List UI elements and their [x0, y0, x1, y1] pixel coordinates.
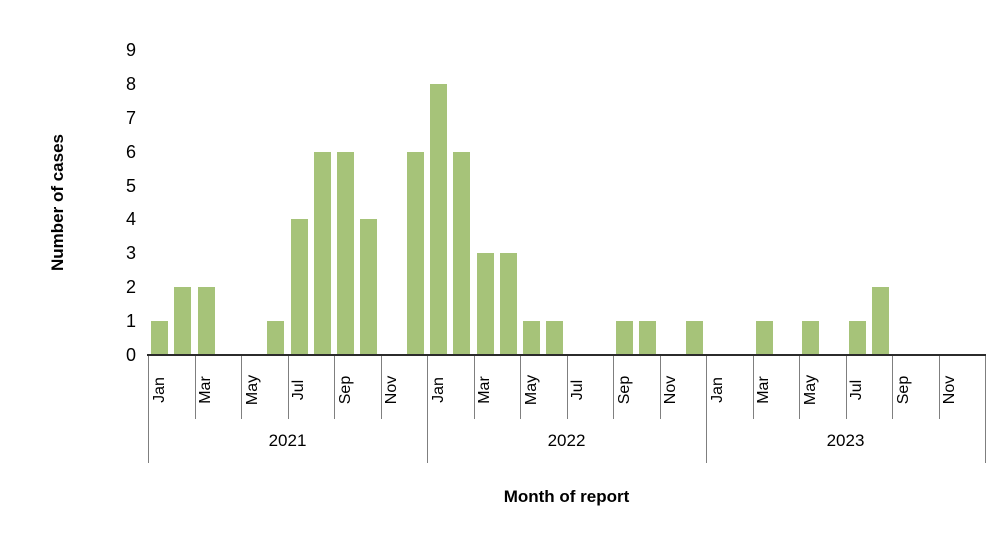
bar — [802, 321, 820, 355]
x-axis-line — [147, 354, 986, 356]
year-label: 2021 — [268, 431, 307, 450]
month-tick-label: May — [243, 374, 261, 406]
y-tick-label: 1 — [125, 311, 136, 332]
bar — [685, 321, 703, 355]
category-tick-line — [659, 355, 661, 419]
x-axis-title: Month of report — [503, 487, 630, 506]
category-tick-line — [938, 355, 940, 419]
month-tick-label: Sep — [615, 375, 633, 405]
category-tick-line — [613, 355, 614, 419]
y-tick-label: 3 — [125, 243, 136, 264]
year-label: 2022 — [547, 431, 586, 450]
category-tick-line — [473, 355, 475, 419]
category-tick-line — [520, 355, 521, 419]
y-tick-label: 5 — [125, 175, 136, 196]
year-label: 2023 — [826, 431, 865, 450]
month-tick-label: Nov — [662, 375, 680, 405]
bar — [313, 151, 331, 355]
bar — [523, 321, 541, 355]
month-tick-label: Jan — [708, 377, 726, 403]
year-separator-line — [427, 355, 428, 463]
y-tick-label: 8 — [125, 73, 136, 94]
bar — [639, 321, 657, 355]
month-tick-label: Mar — [755, 376, 773, 404]
category-tick-line — [752, 355, 754, 419]
year-separator-line — [148, 355, 149, 463]
bar — [616, 321, 634, 355]
month-tick-label: Jan — [150, 377, 168, 403]
category-tick-line — [380, 355, 382, 419]
category-tick-line — [241, 355, 242, 419]
bar — [430, 83, 448, 355]
year-separator-line — [706, 355, 707, 463]
bar — [174, 287, 192, 355]
bar — [499, 253, 517, 355]
month-tick-label: Nov — [383, 375, 401, 405]
bar — [546, 321, 564, 355]
bar — [151, 321, 169, 355]
bar — [290, 219, 308, 355]
bar — [267, 321, 285, 355]
category-tick-line — [334, 355, 335, 419]
category-tick-line — [287, 355, 289, 419]
month-tick-label: May — [522, 374, 540, 406]
category-tick-line — [892, 355, 893, 419]
bar — [848, 321, 866, 355]
category-tick-line — [845, 355, 847, 419]
bar — [755, 321, 773, 355]
bar — [337, 151, 355, 355]
bar — [360, 219, 378, 355]
month-tick-label: Mar — [476, 376, 494, 404]
month-tick-label: May — [801, 374, 819, 406]
year-separator-line — [985, 355, 986, 463]
month-tick-label: Sep — [894, 375, 912, 405]
month-tick-label: Nov — [941, 375, 959, 405]
month-tick-label: Jul — [569, 379, 587, 401]
month-tick-label: Jul — [290, 379, 308, 401]
bar — [453, 151, 471, 355]
bar — [197, 287, 215, 355]
month-tick-label: Jul — [848, 379, 866, 401]
bar — [871, 287, 889, 355]
category-tick-line — [194, 355, 196, 419]
y-tick-label: 6 — [125, 141, 136, 162]
month-tick-label: Mar — [197, 376, 215, 404]
y-tick-label: 0 — [125, 345, 136, 365]
y-tick-label: 4 — [125, 209, 136, 230]
bar — [406, 151, 424, 355]
y-axis-title: Number of cases — [48, 134, 67, 271]
y-tick-label: 9 — [125, 40, 136, 60]
category-tick-line — [799, 355, 800, 419]
month-tick-label: Jan — [429, 377, 447, 403]
bar — [476, 253, 494, 355]
y-tick-label: 7 — [125, 107, 136, 128]
category-tick-line — [566, 355, 568, 419]
month-tick-label: Sep — [336, 375, 354, 405]
y-tick-label: 2 — [125, 277, 136, 298]
